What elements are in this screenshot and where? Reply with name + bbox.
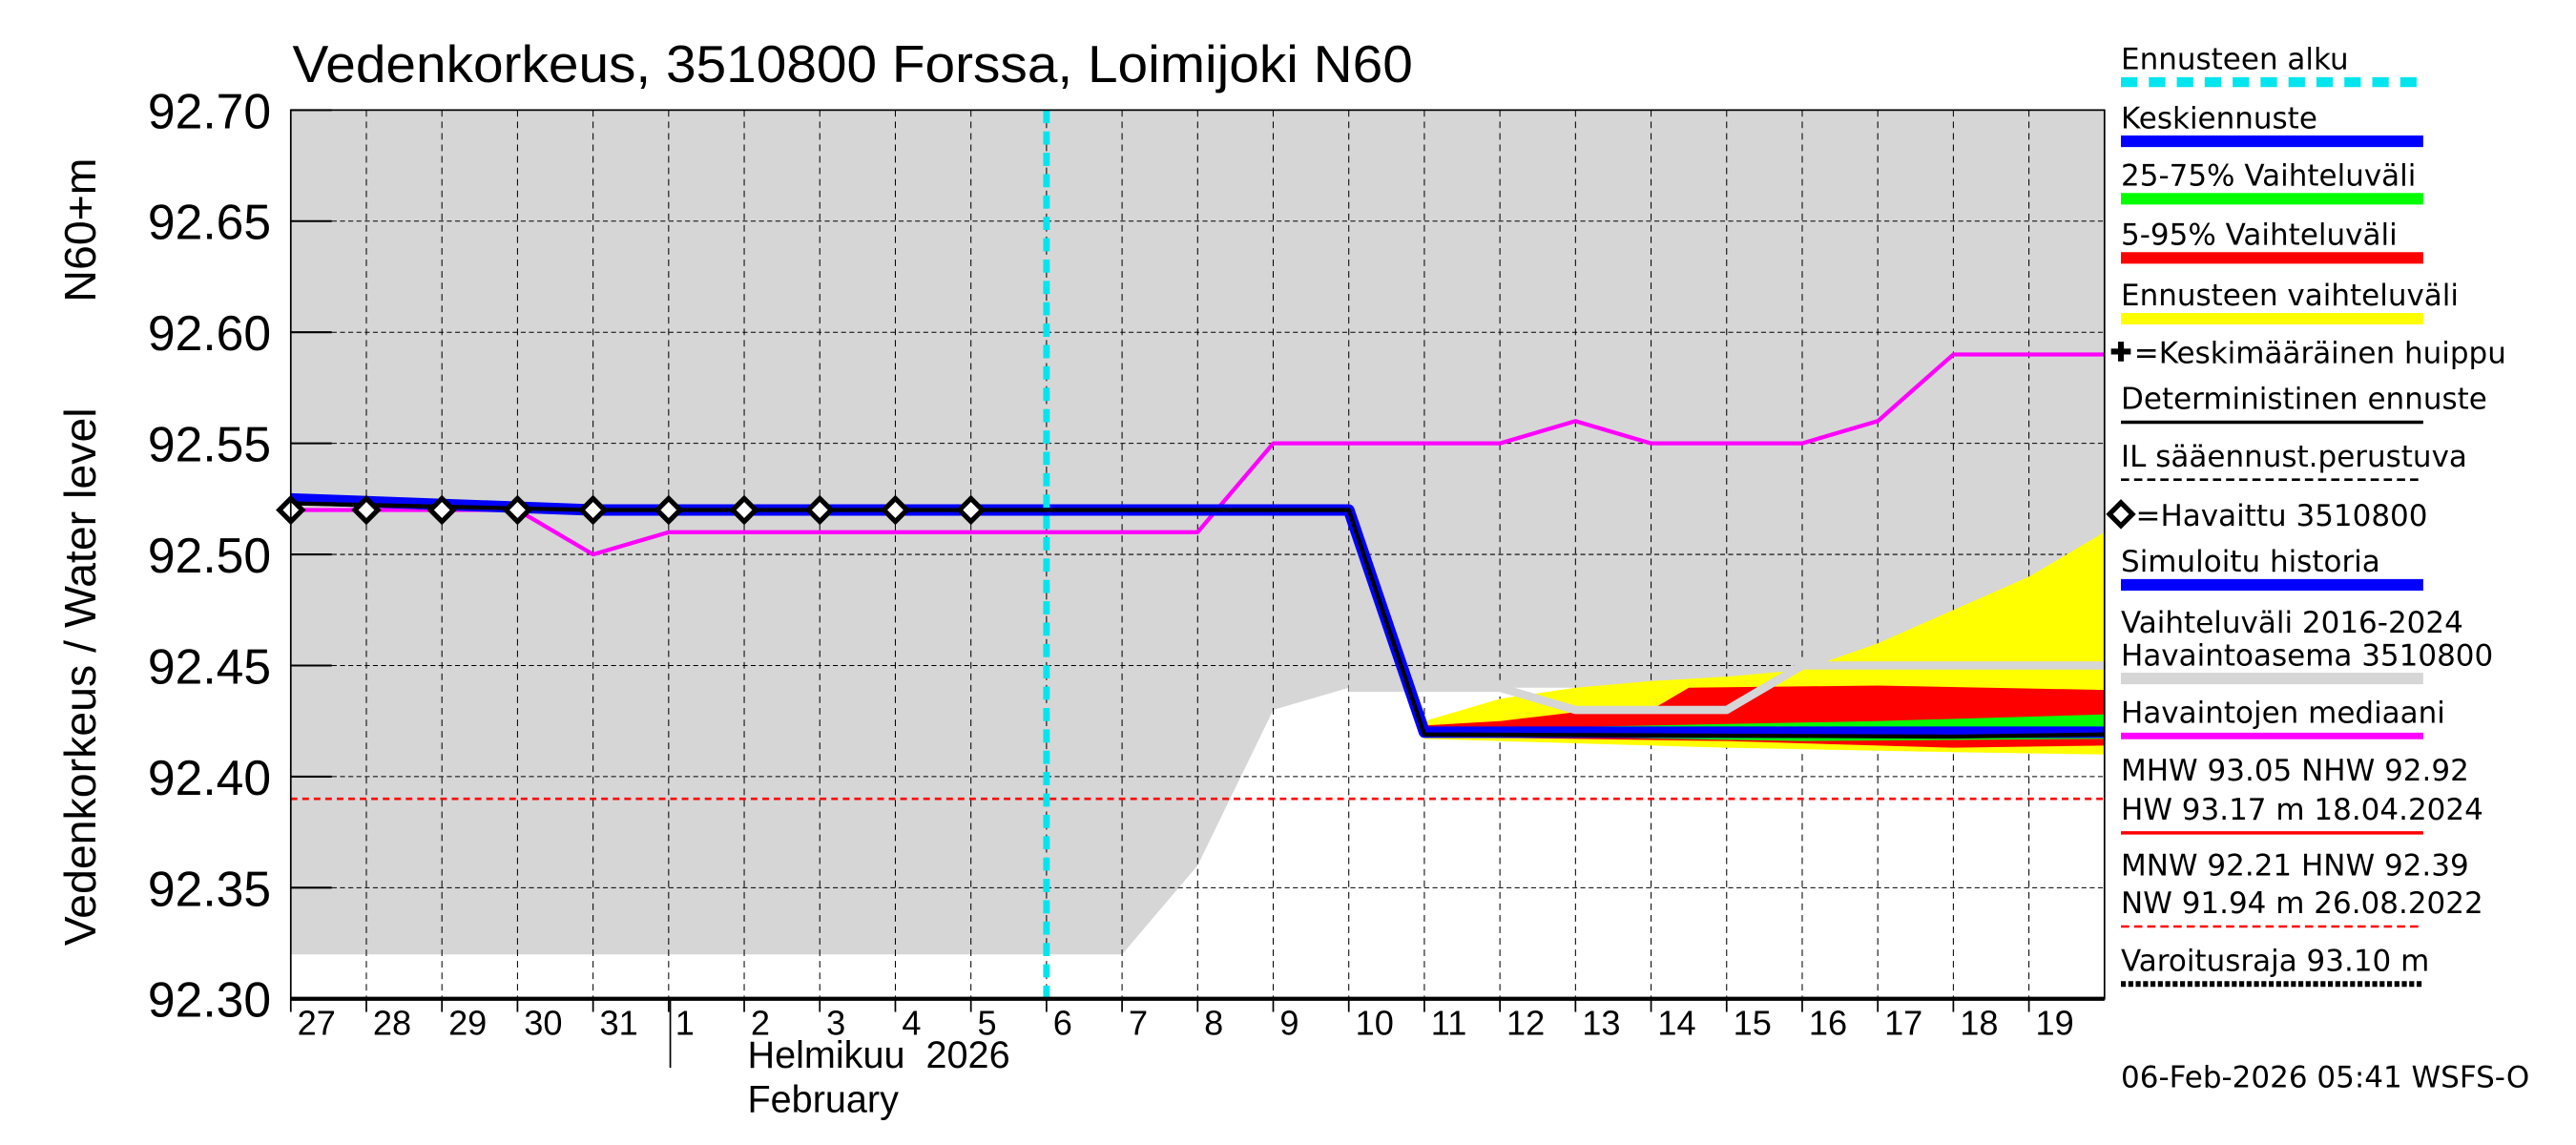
legend-item: MHW 93.05 NHW 92.92 bbox=[2121, 754, 2469, 788]
x-tick-label: 12 bbox=[1506, 1004, 1545, 1043]
legend-item: Vaihteluväli 2016-2024 bbox=[2121, 606, 2463, 640]
x-tick-label: 29 bbox=[448, 1004, 487, 1043]
x-tick-label: 7 bbox=[1129, 1004, 1148, 1043]
x-tick-label: 9 bbox=[1279, 1004, 1298, 1043]
x-tick-label: 14 bbox=[1657, 1004, 1695, 1043]
legend-label: Havaintoasema 3510800 bbox=[2121, 638, 2493, 673]
x-tick-label: 16 bbox=[1809, 1004, 1847, 1043]
y-tick-label: 92.45 bbox=[148, 638, 271, 694]
x-tick-label: 8 bbox=[1204, 1004, 1223, 1043]
legend-item: MNW 92.21 HNW 92.39 bbox=[2121, 849, 2469, 884]
x-tick-label: 10 bbox=[1356, 1004, 1394, 1043]
diamond-icon bbox=[2106, 499, 2136, 530]
legend-label: Ennusteen vaihteluväli bbox=[2121, 279, 2459, 313]
legend-item: Simuloitu historia bbox=[2121, 545, 2423, 591]
legend-item: Ennusteen alku bbox=[2121, 42, 2423, 88]
observed-marker bbox=[955, 494, 987, 526]
x-tick-label: 3 bbox=[826, 1004, 845, 1043]
x-tick-label: 27 bbox=[298, 1004, 336, 1043]
footer-timestamp: 06-Feb-2026 05:41 WSFS-O bbox=[2121, 1061, 2529, 1095]
y-tick-label: 92.50 bbox=[148, 528, 271, 583]
y-axis-label: Vedenkorkeus / Water level bbox=[55, 407, 105, 946]
legend-label: 25-75% Vaihteluväli bbox=[2121, 159, 2416, 194]
y-tick-label: 92.70 bbox=[148, 83, 271, 138]
legend-label: Havaintojen mediaani bbox=[2121, 697, 2445, 731]
observed-marker bbox=[426, 494, 457, 526]
legend-item: Deterministinen ennuste bbox=[2121, 383, 2487, 425]
legend-item: =Keskimääräinen huippu bbox=[2110, 336, 2506, 370]
x-tick-label: 15 bbox=[1734, 1004, 1772, 1043]
legend-label: =Keskimääräinen huippu bbox=[2134, 336, 2506, 370]
legend-label: Vaihteluväli 2016-2024 bbox=[2121, 606, 2463, 640]
legend-label: HW 93.17 m 18.04.2024 bbox=[2121, 793, 2483, 827]
legend-label: MNW 92.21 HNW 92.39 bbox=[2121, 849, 2469, 884]
y-tick-label: 92.35 bbox=[148, 861, 271, 916]
chart-title: Vedenkorkeus, 3510800 Forssa, Loimijoki … bbox=[293, 34, 1413, 94]
x-tick-label: 6 bbox=[1053, 1004, 1072, 1043]
observed-marker bbox=[880, 494, 911, 526]
x-tick-label: 17 bbox=[1884, 1004, 1922, 1043]
line-havaintoasema-3510800 bbox=[1348, 661, 2105, 715]
x-tick-label: 31 bbox=[600, 1004, 638, 1043]
x-tick-label: 30 bbox=[524, 1004, 562, 1043]
legend-item: IL sääennust.perustuva bbox=[2121, 440, 2467, 482]
y-tick-label: 92.60 bbox=[148, 305, 271, 361]
legend-item: 5-95% Vaihteluväli bbox=[2121, 219, 2423, 264]
y-tick-label: 92.65 bbox=[148, 195, 271, 250]
x-tick-label: 18 bbox=[1960, 1004, 1998, 1043]
observed-marker bbox=[654, 494, 684, 526]
legend-item: Havaintojen mediaani bbox=[2121, 697, 2445, 739]
legend-item: NW 91.94 m 26.08.2022 bbox=[2121, 886, 2483, 928]
plus-icon bbox=[2110, 342, 2131, 362]
legend-label: MHW 93.05 NHW 92.92 bbox=[2121, 754, 2469, 788]
legend-item: 25-75% Vaihteluväli bbox=[2121, 159, 2423, 205]
legend-label: IL sääennust.perustuva bbox=[2121, 440, 2467, 474]
observed-marker bbox=[804, 494, 835, 526]
x-tick-label: 19 bbox=[2035, 1004, 2073, 1043]
legend-label: Deterministinen ennuste bbox=[2121, 383, 2487, 417]
legend-item: Havaintoasema 3510800 bbox=[2121, 638, 2493, 685]
legend-label: NW 91.94 m 26.08.2022 bbox=[2121, 886, 2483, 921]
x-tick-label: 28 bbox=[373, 1004, 411, 1043]
legend-label: 5-95% Vaihteluväli bbox=[2121, 219, 2398, 253]
legend-item: Varoitusraja 93.10 m bbox=[2121, 945, 2429, 988]
x-tick-label: 2 bbox=[751, 1004, 770, 1043]
y-axis-unit: N60+m bbox=[55, 157, 105, 302]
month-label: Helmikuu 2026 bbox=[747, 1034, 1009, 1076]
x-tick-label: 13 bbox=[1582, 1004, 1620, 1043]
observed-marker bbox=[577, 494, 609, 526]
legend-label: =Havaittu 3510800 bbox=[2136, 499, 2428, 533]
y-tick-label: 92.30 bbox=[148, 972, 271, 1028]
legend-item: HW 93.17 m 18.04.2024 bbox=[2121, 793, 2483, 835]
x-tick-label: 4 bbox=[902, 1004, 921, 1043]
observed-marker bbox=[729, 494, 759, 526]
legend-label: Ennusteen alku bbox=[2121, 42, 2349, 76]
legend-label: Keskiennuste bbox=[2121, 101, 2317, 135]
observed-marker bbox=[351, 494, 382, 526]
month-label-en: February bbox=[747, 1079, 899, 1121]
x-tick-label: 5 bbox=[978, 1004, 997, 1043]
y-tick-label: 92.55 bbox=[148, 417, 271, 472]
line-deterministinen-ennuste bbox=[290, 501, 2105, 739]
line-havaintojen-mediaani bbox=[290, 352, 2105, 557]
legend-label: Varoitusraja 93.10 m bbox=[2121, 945, 2429, 979]
observed-marker bbox=[502, 494, 533, 526]
legend-item: Keskiennuste bbox=[2121, 101, 2423, 148]
legend-item: Ennusteen vaihteluväli bbox=[2121, 279, 2459, 325]
legend-item: =Havaittu 3510800 bbox=[2106, 499, 2428, 533]
x-tick-label: 11 bbox=[1431, 1004, 1467, 1043]
y-tick-label: 92.40 bbox=[148, 750, 271, 805]
legend-label: Simuloitu historia bbox=[2121, 545, 2380, 579]
x-tick-label: 1 bbox=[675, 1004, 695, 1043]
